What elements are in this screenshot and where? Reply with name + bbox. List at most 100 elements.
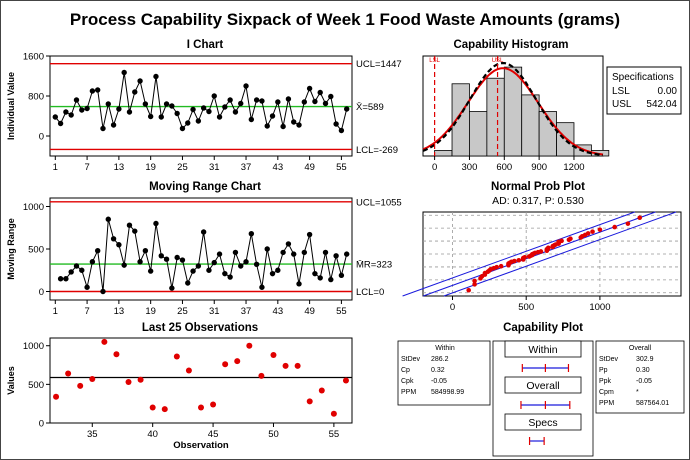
last25-ytick-label-0: 0 <box>39 419 44 430</box>
ichart-xtick-label-43: 43 <box>273 162 284 173</box>
ichart-point-10 <box>100 125 106 132</box>
ichart-title: I Chart <box>187 39 224 51</box>
hist-bar-1050 <box>556 122 575 157</box>
within-bar-label: Within <box>528 344 557 356</box>
normprob-point-37 <box>546 245 551 251</box>
overall-bar <box>520 401 571 409</box>
mrchart-point-20 <box>153 220 159 227</box>
ichart-point-45 <box>285 96 292 102</box>
specifications-box: Specifications LSL 0.00 USL 542.04 <box>606 66 682 115</box>
mrchart-point-2 <box>57 276 64 282</box>
ichart-point-32 <box>216 114 223 120</box>
hist-lsl-label: LSL <box>429 58 440 64</box>
normprob-point-45 <box>559 238 564 244</box>
ichart-lcl-label: LCL=-269 <box>356 145 398 156</box>
ichart-point-42 <box>269 113 276 119</box>
ichart-ytick-label-0: 0 <box>39 132 44 143</box>
ichart-point-16 <box>132 89 138 95</box>
ichart-point-13 <box>116 106 122 112</box>
last25-point-38 <box>125 379 132 386</box>
overall-stdev-value: 302.9 <box>636 356 654 363</box>
last25-point-32 <box>53 393 60 400</box>
spec-lsl-label: LSL <box>612 86 630 97</box>
overall-pp-label: Pp <box>599 367 608 374</box>
overall-ppm-value: 587564.01 <box>636 400 669 407</box>
capability-bars: Within Overall Specs <box>492 340 594 457</box>
ichart-point-27 <box>190 106 196 113</box>
ichart-point-11 <box>105 101 111 107</box>
ichart-point-50 <box>312 98 318 105</box>
last25-xlabel: Observation <box>173 440 229 451</box>
within-cpk-value: -0.05 <box>431 378 447 385</box>
spec-usl-label: USL <box>612 99 632 110</box>
last25-point-37 <box>113 351 120 358</box>
ichart-point-12 <box>110 122 117 128</box>
ichart-xtick-label-25: 25 <box>177 162 188 173</box>
ichart-point-8 <box>89 88 96 94</box>
normprob-subtitle: AD: 0.317, P: 0.530 <box>492 195 584 207</box>
mrchart-xtick-label-43: 43 <box>273 306 284 317</box>
ichart-point-9 <box>94 87 101 93</box>
mrchart-point-5 <box>73 263 80 269</box>
overall-cpm-label: Cpm <box>599 389 614 396</box>
mrchart-point-7 <box>84 284 90 290</box>
mrchart-point-13 <box>116 242 122 248</box>
mrchart-point-12 <box>110 236 117 242</box>
last25-point-41 <box>161 406 168 413</box>
mrchart-xtick-label-7: 7 <box>84 306 89 317</box>
overall-bar-label: Overall <box>526 380 559 392</box>
ichart-point-29 <box>200 105 207 111</box>
last25-point-44 <box>198 404 204 411</box>
ichart-point-34 <box>227 97 233 103</box>
ichart-point-54 <box>333 121 339 127</box>
last25-point-53 <box>306 398 313 405</box>
normprob-point-12 <box>494 264 500 270</box>
mrchart-point-53 <box>328 276 334 283</box>
ichart-point-5 <box>73 97 80 103</box>
ichart-xtick-label-13: 13 <box>114 162 125 173</box>
normprob-point-51 <box>585 231 591 236</box>
hist-xtick-label-900: 900 <box>531 162 547 173</box>
mrchart-point-15 <box>126 222 133 228</box>
normprob-xtick-label-1000: 1000 <box>589 302 610 313</box>
ichart-point-41 <box>264 123 270 129</box>
ichart-point-51 <box>317 89 323 96</box>
mrchart-ytick-label-0: 0 <box>39 287 44 298</box>
within-cp-label: Cp <box>401 367 410 374</box>
capability-bars-border <box>492 340 594 457</box>
capability-plot-title: Capability Plot <box>503 322 583 334</box>
hist-xtick-label-300: 300 <box>462 162 478 173</box>
mrchart-point-4 <box>68 269 74 275</box>
ichart-ytick-label-1600: 1600 <box>23 52 44 63</box>
last25-point-56 <box>342 377 349 384</box>
within-cpk-label: Cpk <box>401 378 414 385</box>
mrchart-point-37 <box>243 259 249 265</box>
mrchart-xtick-label-19: 19 <box>145 306 156 317</box>
hist-xtick-label-600: 600 <box>496 162 512 173</box>
ichart-point-19 <box>147 113 154 120</box>
normprob-point-56 <box>637 215 643 221</box>
normprob-point-55 <box>625 221 631 226</box>
mr-chart-panel: UCL=1055 M̄R=323 LCL=0 0 500 1000 1 7 13 19 25 31 37… <box>6 197 402 317</box>
mrchart-point-25 <box>179 257 186 263</box>
hist-bar-300 <box>469 111 488 157</box>
hist-bar-450 <box>486 77 505 157</box>
last25-xtick-label-50: 50 <box>268 429 279 440</box>
last25-point-47 <box>234 358 241 365</box>
last25-point-50 <box>270 352 277 358</box>
within-stdev-value: 286.2 <box>431 356 449 363</box>
specifications-border <box>606 66 682 115</box>
normprob-title: Normal Prob Plot <box>491 181 585 193</box>
last25-point-40 <box>149 404 156 411</box>
within-label-box <box>504 340 582 358</box>
normprob-ci-upper <box>443 211 677 297</box>
last25-xtick-label-45: 45 <box>208 429 219 440</box>
ichart-xtick-label-49: 49 <box>304 162 315 173</box>
mrchart-point-49 <box>306 231 313 238</box>
ichart-point-28 <box>195 118 202 124</box>
last25-point-54 <box>318 387 325 394</box>
last25-ytick-label-1000: 1000 <box>23 341 44 352</box>
overall-ppk-label: Ppk <box>599 378 612 385</box>
ichart-point-21 <box>158 114 164 120</box>
ichart-xtick-label-7: 7 <box>84 162 89 173</box>
